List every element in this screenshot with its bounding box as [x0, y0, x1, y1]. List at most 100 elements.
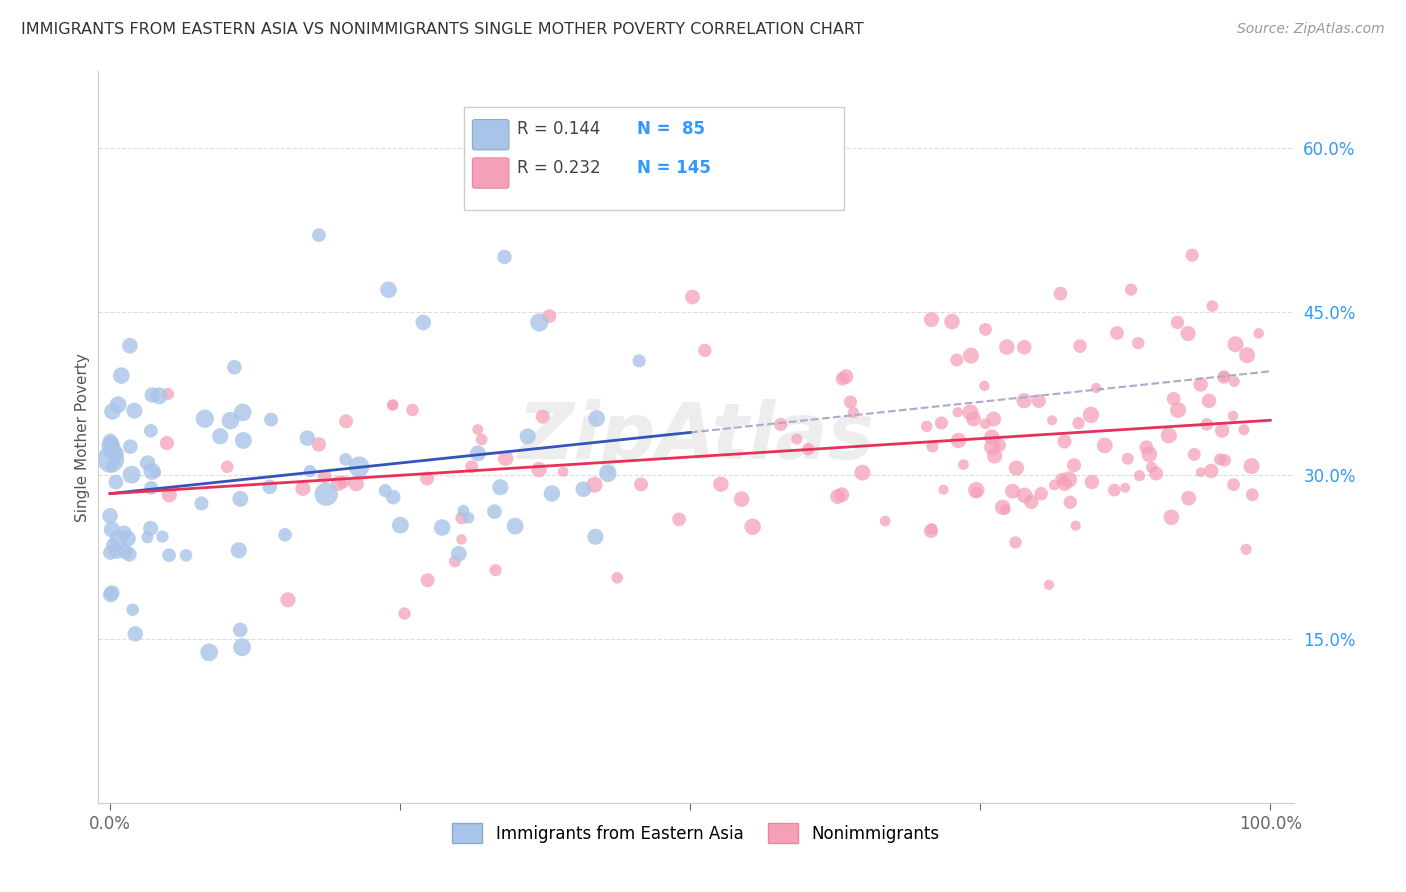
Point — [952, 458, 974, 472]
Point — [1004, 535, 1026, 549]
Point — [401, 403, 423, 417]
Point — [444, 554, 467, 568]
Point — [98, 434, 121, 448]
Point — [1189, 465, 1212, 479]
Point — [1043, 478, 1066, 492]
Point — [1157, 428, 1180, 442]
Point — [681, 290, 703, 304]
Point — [1135, 441, 1157, 455]
Point — [198, 645, 221, 659]
Point — [995, 340, 1018, 354]
Point — [100, 434, 122, 449]
Point — [851, 466, 873, 480]
Point — [1189, 377, 1212, 392]
Point — [174, 549, 197, 563]
Point — [100, 452, 122, 467]
Point — [209, 429, 232, 443]
Point — [152, 530, 174, 544]
Point — [335, 414, 357, 428]
Point — [110, 368, 132, 383]
Point — [157, 548, 180, 562]
Point — [457, 511, 479, 525]
Point — [344, 476, 367, 491]
Point — [105, 544, 128, 558]
Point — [121, 603, 143, 617]
Point — [232, 405, 254, 419]
Point — [1160, 510, 1182, 524]
Point — [1128, 468, 1150, 483]
Point — [145, 466, 167, 480]
Point — [1053, 434, 1076, 449]
Point — [314, 469, 336, 483]
Point — [136, 456, 159, 470]
Point — [101, 443, 124, 458]
Point — [1233, 423, 1256, 437]
Point — [585, 411, 607, 425]
Point — [1053, 476, 1076, 491]
Point — [219, 414, 242, 428]
Point — [741, 520, 763, 534]
Point — [453, 503, 475, 517]
Point — [101, 538, 124, 552]
Point — [981, 440, 1004, 454]
Point — [1240, 459, 1263, 474]
Point — [1081, 475, 1104, 489]
Point — [274, 528, 297, 542]
Point — [1212, 370, 1234, 384]
Point — [229, 623, 252, 637]
Point — [382, 490, 405, 504]
Point — [139, 424, 162, 438]
Point — [467, 423, 489, 437]
Point — [921, 439, 943, 453]
Point — [139, 521, 162, 535]
Point — [450, 511, 472, 525]
Point — [1201, 299, 1223, 313]
Point — [460, 459, 482, 474]
Point — [527, 462, 550, 476]
Point — [668, 512, 690, 526]
Point — [991, 500, 1014, 515]
Point — [148, 389, 170, 403]
Point — [107, 446, 129, 460]
Point — [710, 477, 733, 491]
Point — [412, 315, 434, 329]
Point — [769, 417, 792, 432]
Point — [1040, 413, 1063, 427]
Point — [1019, 495, 1042, 509]
Point — [596, 467, 619, 481]
Point — [1167, 403, 1189, 417]
Point — [1031, 486, 1053, 500]
Point — [141, 388, 163, 402]
Point — [157, 488, 180, 502]
Point — [974, 322, 997, 336]
Point — [839, 395, 862, 409]
Point — [100, 438, 122, 452]
Point — [190, 496, 212, 510]
Point — [124, 403, 146, 417]
Point — [114, 544, 136, 558]
Point — [121, 467, 143, 482]
Point — [381, 398, 404, 412]
Point — [430, 520, 453, 534]
Point — [1225, 337, 1247, 351]
Point — [1128, 336, 1150, 351]
Point — [797, 442, 820, 457]
Point — [141, 464, 163, 478]
Text: N = 145: N = 145 — [637, 159, 711, 177]
Point — [98, 546, 121, 560]
Point — [112, 525, 135, 540]
Point — [277, 592, 299, 607]
Point — [1213, 453, 1236, 467]
Point — [297, 431, 319, 445]
Point — [786, 432, 808, 446]
Point — [988, 438, 1011, 452]
Point — [416, 574, 439, 588]
Point — [328, 476, 350, 491]
Point — [1222, 477, 1244, 491]
Point — [960, 349, 983, 363]
Point — [1140, 460, 1163, 475]
Point — [1139, 447, 1161, 461]
Point — [1199, 464, 1222, 478]
Text: ZipAtlas: ZipAtlas — [517, 399, 875, 475]
Point — [962, 412, 984, 426]
